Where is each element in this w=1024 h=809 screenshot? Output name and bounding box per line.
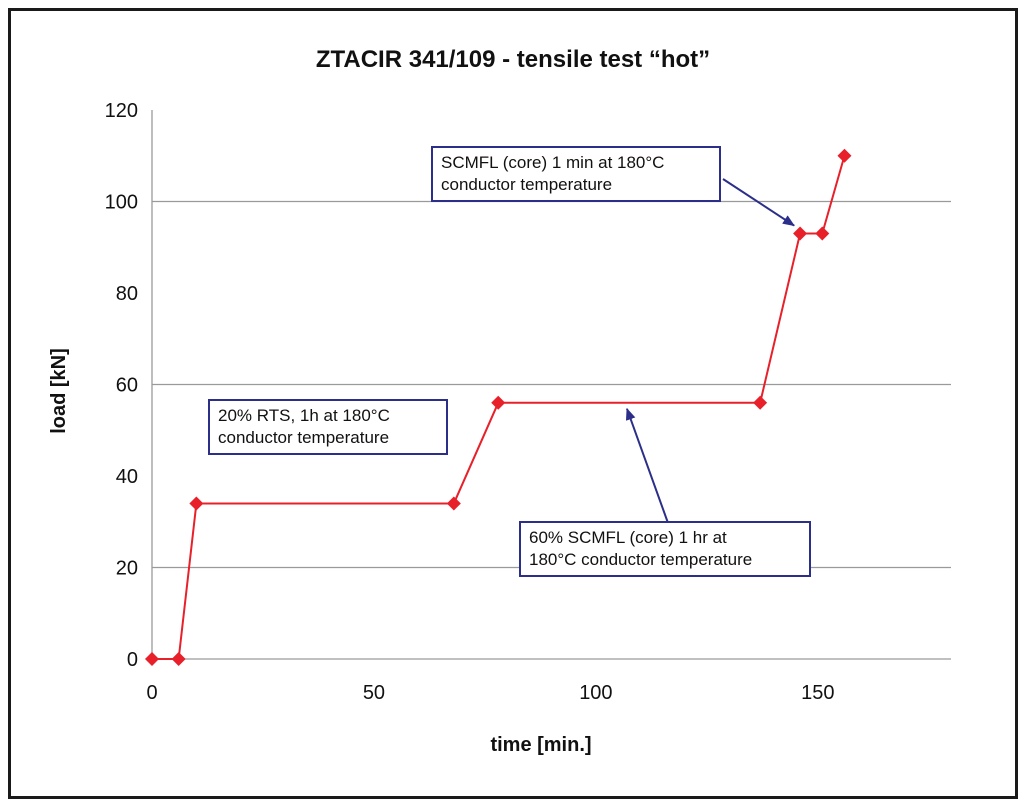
x-tick-label: 100 <box>579 682 612 704</box>
annotation-line: conductor temperature <box>441 175 613 194</box>
y-tick-label: 60 <box>116 375 138 397</box>
grid-lines <box>152 200 951 569</box>
annotation-core-1hr: 60% SCMFL (core) 1 hr at 180°C conductor… <box>519 521 811 577</box>
data-point <box>815 226 830 241</box>
y-tick-label: 80 <box>116 283 138 305</box>
data-point <box>446 496 461 511</box>
annotation-line: SCMFL (core) 1 min at 180°C <box>441 153 665 172</box>
annotation-arrow <box>625 407 669 524</box>
chart-title: ZTACIR 341/109 - tensile test “hot” <box>316 46 710 73</box>
data-point <box>171 652 186 666</box>
annotation-core-1min: SCMFL (core) 1 min at 180°C conductor te… <box>431 146 721 202</box>
annotation-line: 60% SCMFL (core) 1 hr at <box>529 528 727 547</box>
x-axis-label: time [min.] <box>490 734 591 756</box>
y-tick-label: 40 <box>116 466 138 488</box>
axes <box>151 110 951 660</box>
y-tick-label: 0 <box>127 649 138 671</box>
y-axis-label: load [kN] <box>48 348 70 434</box>
annotation-rts: 20% RTS, 1h at 180°C conductor temperatu… <box>208 399 448 455</box>
y-tick-label: 100 <box>105 192 138 214</box>
data-point <box>793 226 808 241</box>
chart-svg: ZTACIR 341/109 - tensile test “hot” 0 20 4… <box>48 46 951 756</box>
annotation-line: 180°C conductor temperature <box>529 550 753 569</box>
data-point <box>189 496 204 511</box>
data-point <box>491 395 506 410</box>
tick-labels: 0 20 40 60 80 100 120 0 50 100 150 <box>105 100 835 704</box>
x-tick-label: 50 <box>363 682 385 704</box>
data-point <box>837 148 852 163</box>
annotation-arrow <box>722 178 795 227</box>
chart-frame: ZTACIR 341/109 - tensile test “hot” 0 20 4… <box>8 8 1018 799</box>
data-point <box>145 652 159 666</box>
y-tick-label: 120 <box>105 100 138 122</box>
x-tick-label: 150 <box>801 682 834 704</box>
y-tick-label: 20 <box>116 558 138 580</box>
annotation-arrows <box>625 178 795 524</box>
annotation-line: conductor temperature <box>218 428 390 447</box>
data-point <box>753 395 768 410</box>
x-tick-label: 0 <box>146 682 157 704</box>
series-line <box>145 148 852 666</box>
annotation-line: 20% RTS, 1h at 180°C <box>218 406 390 425</box>
